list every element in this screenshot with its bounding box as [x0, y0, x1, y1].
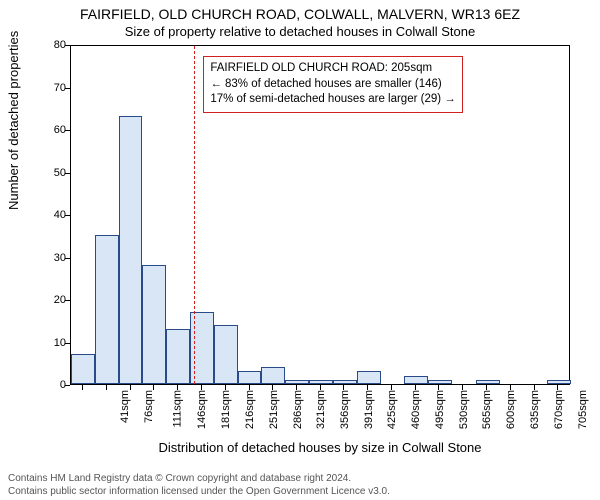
y-tick-mark — [65, 385, 70, 386]
x-tick-label: 41sqm — [119, 390, 131, 423]
x-tick-label: 705sqm — [577, 390, 589, 429]
x-tick-label: 216sqm — [244, 390, 256, 429]
y-tick-label: 70 — [36, 82, 66, 94]
x-tick-label: 321sqm — [316, 390, 328, 429]
x-tick-mark — [367, 385, 368, 390]
annotation-line-2: ← 83% of detached houses are smaller (14… — [210, 77, 455, 93]
x-tick-mark — [486, 385, 487, 390]
x-tick-mark — [391, 385, 392, 390]
x-tick-label: 460sqm — [410, 390, 422, 429]
histogram-bar — [214, 325, 238, 385]
footer-line-1: Contains HM Land Registry data © Crown c… — [8, 473, 592, 486]
histogram-bar — [333, 380, 357, 384]
x-tick-mark — [153, 385, 154, 390]
x-tick-label: 600sqm — [505, 390, 517, 429]
y-tick-mark — [65, 88, 70, 89]
x-tick-mark — [201, 385, 202, 390]
chart-subtitle: Size of property relative to detached ho… — [0, 24, 600, 39]
chart-container: FAIRFIELD, OLD CHURCH ROAD, COLWALL, MAL… — [0, 0, 600, 500]
x-tick-mark — [106, 385, 107, 390]
x-tick-mark — [534, 385, 535, 390]
y-tick-mark — [65, 258, 70, 259]
y-tick-label: 20 — [36, 294, 66, 306]
x-tick-mark — [438, 385, 439, 390]
histogram-bar — [404, 376, 428, 385]
x-tick-mark — [130, 385, 131, 390]
x-tick-mark — [557, 385, 558, 390]
x-tick-label: 495sqm — [434, 390, 446, 429]
x-tick-label: 286sqm — [292, 390, 304, 429]
x-tick-label: 251sqm — [268, 390, 280, 429]
y-tick-mark — [65, 130, 70, 131]
y-tick-label: 80 — [36, 39, 66, 51]
x-tick-label: 76sqm — [143, 390, 155, 423]
x-tick-label: 146sqm — [196, 390, 208, 429]
y-tick-label: 40 — [36, 209, 66, 221]
x-tick-label: 111sqm — [171, 390, 183, 428]
histogram-bar — [238, 371, 262, 384]
x-tick-mark — [343, 385, 344, 390]
x-tick-mark — [415, 385, 416, 390]
annotation-box: FAIRFIELD OLD CHURCH ROAD: 205sqm← 83% o… — [203, 56, 462, 113]
x-axis-label: Distribution of detached houses by size … — [70, 440, 570, 455]
x-tick-mark — [462, 385, 463, 390]
x-tick-mark — [510, 385, 511, 390]
footer-line-2: Contains public sector information licen… — [8, 486, 592, 499]
histogram-bar — [309, 380, 333, 384]
y-tick-mark — [65, 45, 70, 46]
annotation-line-1: FAIRFIELD OLD CHURCH ROAD: 205sqm — [210, 61, 455, 77]
histogram-bar — [261, 367, 285, 384]
x-tick-label: 425sqm — [386, 390, 398, 429]
y-tick-mark — [65, 343, 70, 344]
y-tick-label: 60 — [36, 124, 66, 136]
histogram-bar — [476, 380, 500, 384]
x-tick-label: 356sqm — [339, 390, 351, 429]
x-tick-mark — [272, 385, 273, 390]
histogram-bar — [142, 265, 166, 384]
histogram-bar — [119, 116, 143, 384]
x-tick-mark — [177, 385, 178, 390]
histogram-bar — [71, 354, 95, 384]
y-tick-label: 30 — [36, 252, 66, 264]
histogram-bar — [547, 380, 571, 384]
y-tick-mark — [65, 173, 70, 174]
plot-area: FAIRFIELD OLD CHURCH ROAD: 205sqm← 83% o… — [70, 45, 570, 385]
x-tick-label: 530sqm — [458, 390, 470, 429]
histogram-bar — [357, 371, 381, 384]
y-axis-label: Number of detached properties — [6, 31, 21, 210]
y-tick-label: 50 — [36, 167, 66, 179]
x-tick-label: 565sqm — [482, 390, 494, 429]
x-tick-mark — [296, 385, 297, 390]
y-tick-mark — [65, 215, 70, 216]
chart-title: FAIRFIELD, OLD CHURCH ROAD, COLWALL, MAL… — [0, 6, 600, 22]
y-tick-mark — [65, 300, 70, 301]
attribution-footer: Contains HM Land Registry data © Crown c… — [8, 473, 592, 498]
x-tick-mark — [82, 385, 83, 390]
histogram-bar — [95, 235, 119, 384]
x-tick-label: 391sqm — [363, 390, 375, 429]
y-tick-label: 10 — [36, 337, 66, 349]
x-tick-label: 635sqm — [529, 390, 541, 429]
y-tick-label: 0 — [36, 379, 66, 391]
x-tick-mark — [249, 385, 250, 390]
x-tick-mark — [225, 385, 226, 390]
reference-line — [194, 46, 195, 384]
histogram-bar — [285, 380, 309, 384]
annotation-line-3: 17% of semi-detached houses are larger (… — [210, 92, 455, 108]
x-tick-label: 670sqm — [553, 390, 565, 429]
histogram-bar — [166, 329, 190, 384]
x-tick-mark — [320, 385, 321, 390]
histogram-bar — [428, 380, 452, 384]
x-tick-label: 181sqm — [220, 390, 232, 429]
